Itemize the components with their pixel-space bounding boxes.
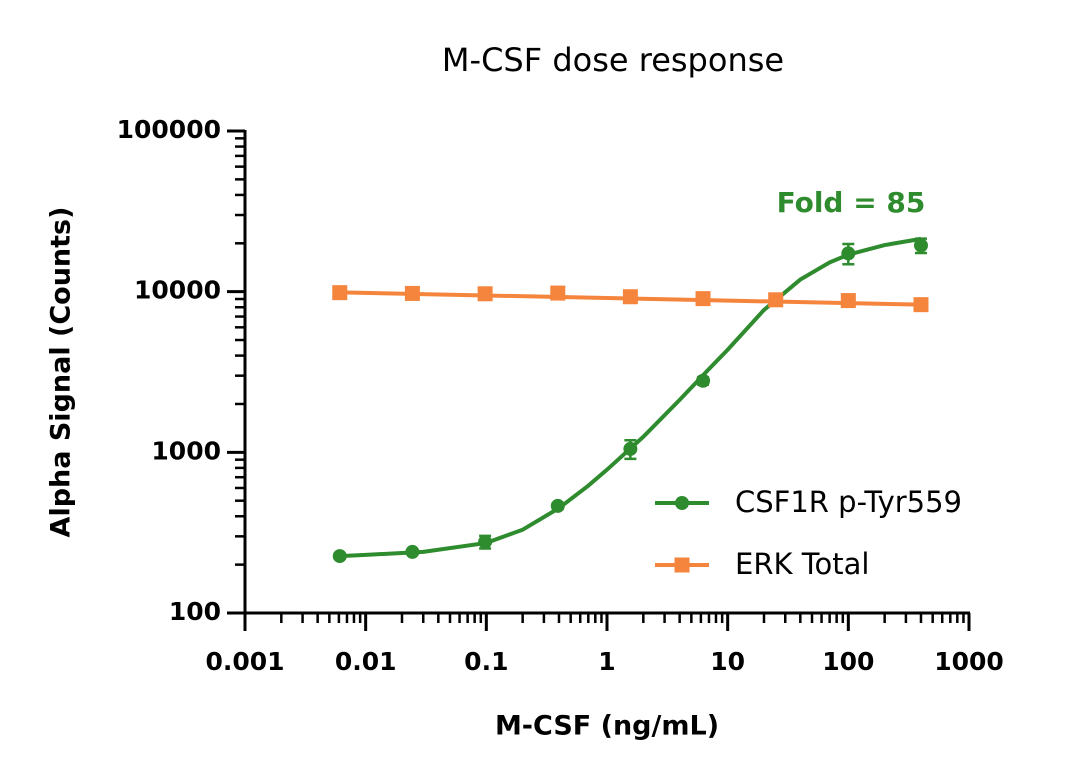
- data-point: [913, 238, 928, 253]
- legend-marker: [675, 496, 689, 510]
- x-tick-label: 1: [598, 647, 615, 676]
- x-tick-label: 1000: [934, 647, 1004, 676]
- data-point: [841, 246, 856, 261]
- data-point: [550, 498, 565, 513]
- x-tick-label: 0.1: [464, 647, 508, 676]
- annotation: Fold = 85: [777, 186, 926, 219]
- legend-label: ERK Total: [735, 547, 869, 581]
- x-tick-label: 0.01: [335, 647, 397, 676]
- data-point: [768, 292, 784, 308]
- x-tick-label: 100: [822, 647, 874, 676]
- chart-title: M-CSF dose response: [442, 41, 784, 79]
- data-point: [550, 285, 566, 301]
- y-tick-label: 1000: [151, 436, 221, 465]
- y-tick-label: 100: [169, 597, 221, 626]
- y-tick-label: 100000: [117, 115, 221, 144]
- fit-line: [339, 236, 922, 559]
- y-tick-label: 10000: [134, 276, 221, 305]
- y-axis-label: Alpha Signal (Counts): [46, 207, 77, 538]
- legend-marker: [674, 557, 690, 573]
- data-point: [404, 285, 420, 301]
- data-point: [332, 285, 348, 301]
- data-point: [332, 549, 347, 564]
- data-point: [477, 286, 493, 302]
- data-point: [478, 534, 493, 549]
- data-point: [913, 297, 929, 313]
- data-point: [840, 293, 856, 309]
- x-tick-label: 10: [710, 647, 745, 676]
- data-point: [405, 544, 420, 559]
- data-point: [623, 441, 638, 456]
- x-tick-label: 0.001: [205, 647, 284, 676]
- data-point: [696, 373, 711, 388]
- data-point: [695, 291, 711, 307]
- legend-label: CSF1R p-Tyr559: [735, 485, 962, 519]
- data-point: [622, 289, 638, 305]
- x-axis-label: M-CSF (ng/mL): [495, 711, 719, 742]
